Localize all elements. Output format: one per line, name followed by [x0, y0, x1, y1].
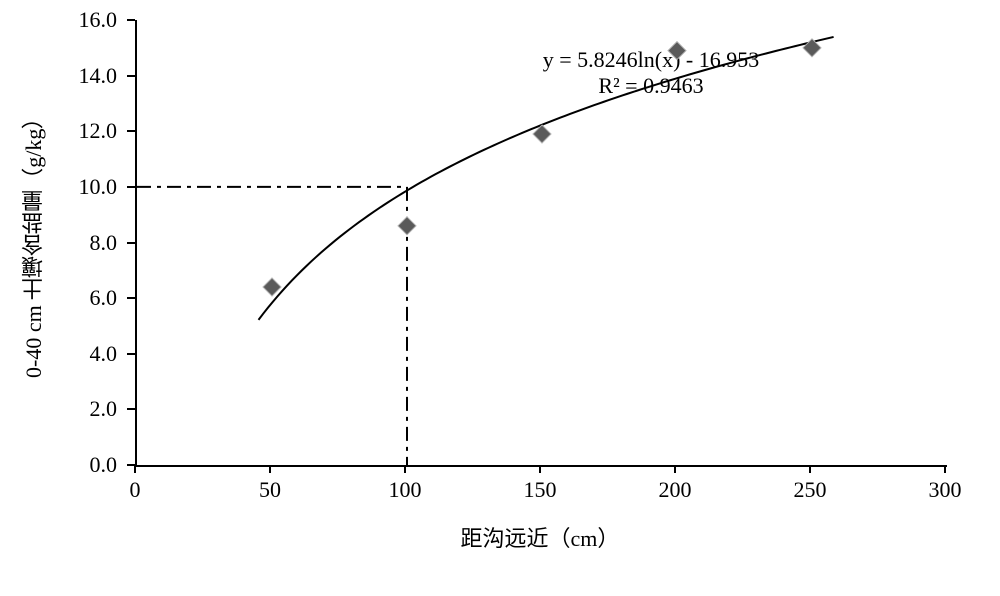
y-tick-label: 0.0 — [57, 452, 117, 478]
y-tick-label: 12.0 — [57, 118, 117, 144]
y-tick-label: 8.0 — [57, 230, 117, 256]
x-tick-label: 50 — [240, 477, 300, 503]
y-tick-label: 10.0 — [57, 174, 117, 200]
x-tick-label: 300 — [915, 477, 975, 503]
data-marker — [398, 217, 416, 235]
x-tick — [944, 465, 946, 473]
data-marker — [263, 278, 281, 296]
y-tick — [127, 297, 135, 299]
y-axis-label: 0-40 cm 土壤含盐量（g/kg） — [18, 20, 50, 465]
x-tick-label: 250 — [780, 477, 840, 503]
y-tick — [127, 353, 135, 355]
x-tick — [674, 465, 676, 473]
x-tick-label: 100 — [375, 477, 435, 503]
y-tick-label: 4.0 — [57, 341, 117, 367]
y-tick-label: 6.0 — [57, 285, 117, 311]
y-tick — [127, 19, 135, 21]
y-tick — [127, 186, 135, 188]
chart-container: 0-40 cm 土壤含盐量（g/kg） 距沟远近（cm） y = 5.8246l… — [0, 0, 1000, 596]
x-axis-label: 距沟远近（cm） — [135, 521, 945, 553]
y-tick — [127, 408, 135, 410]
y-tick — [127, 242, 135, 244]
plot-area — [135, 20, 947, 467]
x-tick — [809, 465, 811, 473]
y-tick-label: 2.0 — [57, 396, 117, 422]
x-tick — [269, 465, 271, 473]
x-tick-label: 0 — [105, 477, 165, 503]
plot-svg — [137, 20, 947, 465]
data-marker — [668, 42, 686, 60]
x-tick — [404, 465, 406, 473]
x-tick — [134, 465, 136, 473]
y-tick — [127, 130, 135, 132]
x-tick — [539, 465, 541, 473]
x-tick-label: 150 — [510, 477, 570, 503]
y-tick — [127, 75, 135, 77]
y-tick-label: 14.0 — [57, 63, 117, 89]
x-tick-label: 200 — [645, 477, 705, 503]
y-tick-label: 16.0 — [57, 7, 117, 33]
